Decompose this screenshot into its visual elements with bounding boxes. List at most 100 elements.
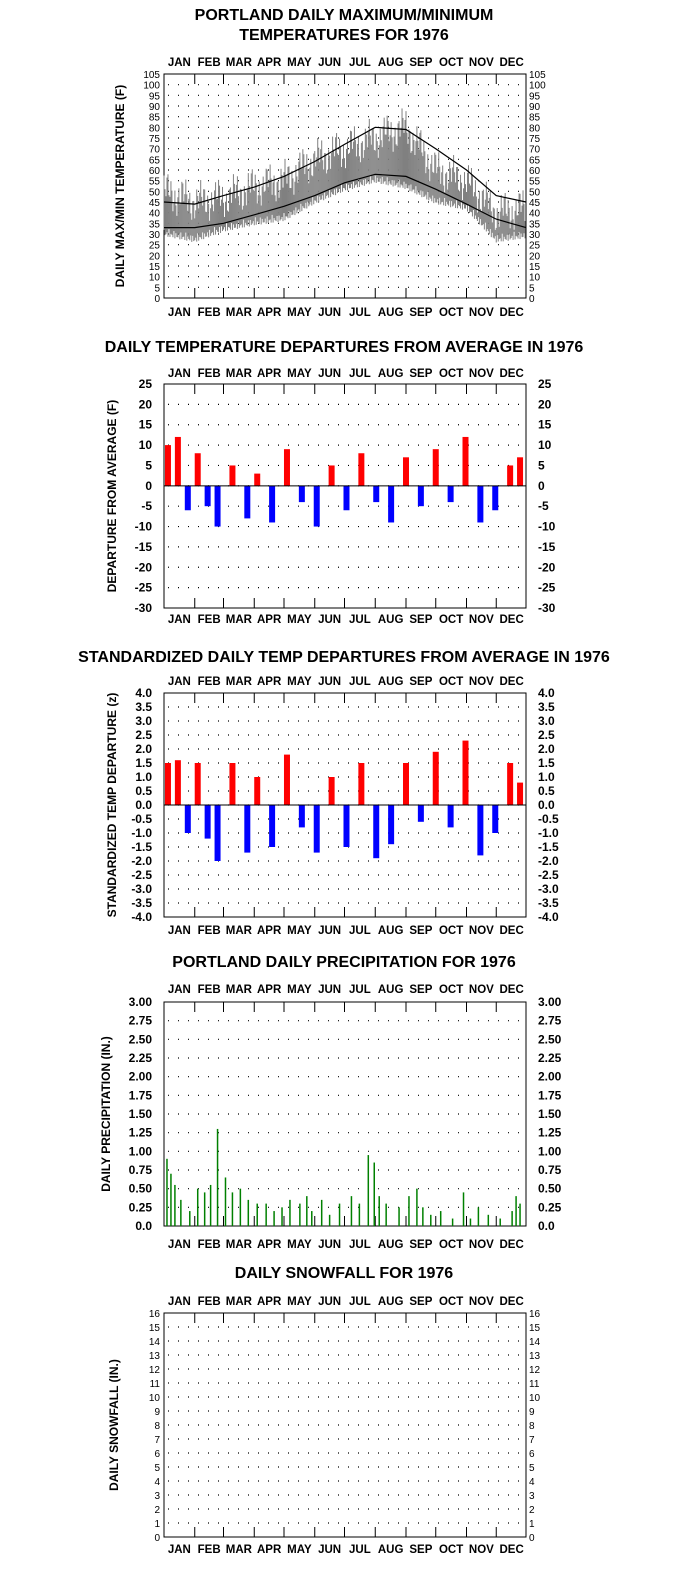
y-tick-label: 1.50 bbox=[538, 1107, 562, 1121]
month-label: FEB bbox=[198, 1544, 221, 1556]
y-tick-label: 3 bbox=[529, 1491, 535, 1502]
y-tick-label: 100 bbox=[143, 81, 160, 92]
y-axis-label: DAILY MAX/MIN TEMPERATURE (F) bbox=[113, 85, 127, 287]
y-tick-label: 3.0 bbox=[538, 714, 555, 728]
y-tick-label: 55 bbox=[529, 177, 541, 188]
y-tick-label: 4 bbox=[529, 1477, 535, 1488]
month-label: JUL bbox=[349, 984, 371, 996]
month-label: SEP bbox=[409, 984, 432, 996]
month-label: MAR bbox=[226, 925, 253, 937]
y-tick-label: 1.5 bbox=[135, 756, 152, 770]
y-axis-label: DEPARTURE FROM AVERAGE (F) bbox=[105, 400, 119, 592]
y-tick-label: 15 bbox=[538, 418, 552, 432]
departure-bar bbox=[507, 465, 514, 486]
y-tick-label: -2.0 bbox=[538, 854, 559, 868]
month-label: FEB bbox=[198, 925, 221, 937]
month-label: JUN bbox=[318, 1239, 341, 1251]
y-tick-label: 15 bbox=[529, 1323, 541, 1334]
maxmin-temperature-chart: PORTLAND DAILY MAXIMUM/MINIMUM TEMPERATUR… bbox=[113, 7, 546, 319]
y-tick-label: -3.0 bbox=[131, 882, 152, 896]
departure-bar bbox=[517, 782, 524, 805]
y-tick-label: 10 bbox=[139, 438, 153, 452]
y-tick-label: 25 bbox=[149, 241, 161, 252]
chart-title: STANDARDIZED DAILY TEMP DEPARTURES FROM … bbox=[78, 649, 610, 666]
y-tick-label: 105 bbox=[143, 70, 160, 81]
departure-bar bbox=[214, 485, 221, 527]
month-label: MAR bbox=[226, 676, 253, 688]
y-tick-label: -1.0 bbox=[131, 826, 152, 840]
daily-range-band bbox=[163, 108, 526, 243]
y-tick-label: 90 bbox=[149, 102, 161, 113]
month-label: JUN bbox=[318, 1544, 341, 1556]
y-tick-label: 0.50 bbox=[538, 1182, 562, 1196]
y-tick-label: 1.25 bbox=[538, 1126, 562, 1140]
y-tick-label: 3.0 bbox=[135, 714, 152, 728]
y-tick-label: -4.0 bbox=[131, 910, 152, 924]
y-tick-label: 14 bbox=[149, 1337, 161, 1348]
y-tick-label: 2.00 bbox=[538, 1070, 562, 1084]
y-tick-label: 25 bbox=[529, 241, 541, 252]
month-label: SEP bbox=[409, 57, 432, 69]
y-tick-label: 10 bbox=[149, 1393, 161, 1404]
departure-bar bbox=[229, 465, 236, 486]
y-tick-label: 1 bbox=[529, 1519, 535, 1530]
departure-bar bbox=[417, 805, 424, 822]
plot-frame bbox=[163, 1001, 527, 1227]
month-label: JAN bbox=[168, 614, 191, 626]
y-tick-label: -1.5 bbox=[538, 840, 559, 854]
y-tick-label: 0 bbox=[145, 479, 152, 493]
month-label: JUL bbox=[349, 57, 371, 69]
departure-bar bbox=[184, 805, 191, 833]
y-tick-label: 65 bbox=[529, 155, 541, 166]
month-label: MAY bbox=[287, 614, 312, 626]
y-tick-label: 16 bbox=[529, 1309, 541, 1320]
departure-bar bbox=[343, 485, 350, 511]
y-tick-label: 50 bbox=[529, 187, 541, 198]
month-label: SEP bbox=[409, 307, 432, 319]
y-tick-label: 60 bbox=[149, 166, 161, 177]
y-tick-label: 45 bbox=[149, 198, 161, 209]
month-label: MAR bbox=[226, 1296, 253, 1308]
departure-bar bbox=[194, 763, 201, 805]
y-tick-label: -0.5 bbox=[538, 812, 559, 826]
y-tick-label: 0 bbox=[538, 479, 545, 493]
departure-bar bbox=[462, 436, 469, 486]
month-label: DEC bbox=[499, 614, 523, 626]
y-tick-label: 3.00 bbox=[129, 995, 153, 1009]
y-tick-label: 95 bbox=[149, 91, 161, 102]
month-label: OCT bbox=[439, 984, 463, 996]
month-label: JUL bbox=[349, 1296, 371, 1308]
departure-bar bbox=[507, 763, 514, 805]
departure-bar bbox=[254, 777, 261, 805]
month-label: JAN bbox=[168, 307, 191, 319]
y-tick-label: -5 bbox=[141, 499, 152, 513]
y-tick-label: 80 bbox=[529, 123, 541, 134]
y-tick-label: -25 bbox=[135, 581, 153, 595]
y-tick-label: 4 bbox=[154, 1477, 160, 1488]
y-tick-label: 25 bbox=[139, 377, 153, 391]
y-tick-label: 0.25 bbox=[129, 1200, 153, 1214]
y-tick-label: 0.75 bbox=[129, 1163, 153, 1177]
y-tick-label: 12 bbox=[529, 1365, 541, 1376]
chart-title: DAILY TEMPERATURE DEPARTURES FROM AVERAG… bbox=[105, 339, 584, 356]
month-label: DEC bbox=[499, 1239, 523, 1251]
month-label: MAY bbox=[287, 925, 312, 937]
month-label: AUG bbox=[378, 614, 404, 626]
month-label: FEB bbox=[198, 368, 221, 380]
precip-bars bbox=[166, 1128, 521, 1226]
y-tick-label: 0.0 bbox=[538, 1219, 555, 1233]
departure-bar bbox=[184, 485, 191, 511]
y-tick-label: -4.0 bbox=[538, 910, 559, 924]
month-label: MAY bbox=[287, 307, 312, 319]
y-tick-label: 1.75 bbox=[129, 1088, 153, 1102]
month-label: OCT bbox=[439, 307, 463, 319]
departure-bar bbox=[492, 485, 499, 511]
y-tick-label: 15 bbox=[149, 1323, 161, 1334]
month-label: FEB bbox=[198, 1296, 221, 1308]
y-tick-label: 13 bbox=[149, 1351, 161, 1362]
month-label: MAY bbox=[287, 1296, 312, 1308]
y-tick-label: 6 bbox=[529, 1449, 535, 1460]
month-label: JUL bbox=[349, 614, 371, 626]
y-tick-label: 0.0 bbox=[135, 1219, 152, 1233]
y-tick-label: 40 bbox=[529, 209, 541, 220]
